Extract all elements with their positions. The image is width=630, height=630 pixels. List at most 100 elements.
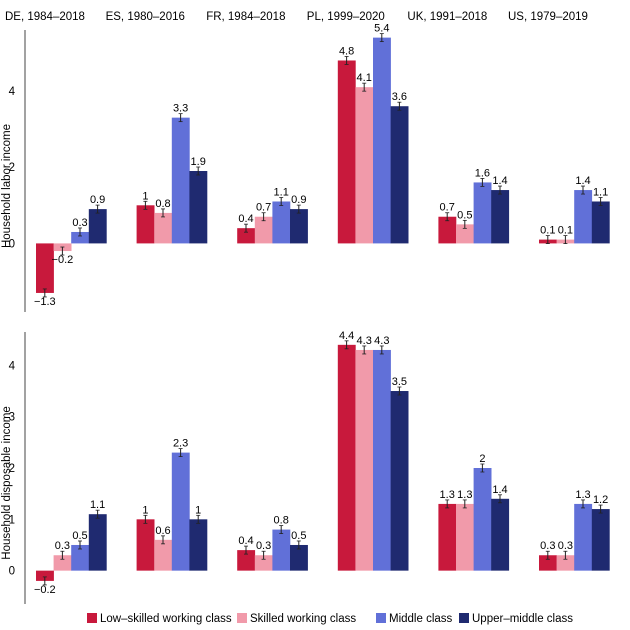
data-label: 1.4 bbox=[492, 175, 507, 187]
data-label: 1.3 bbox=[440, 489, 455, 501]
bar bbox=[355, 349, 374, 571]
panel-titles: DE, 1984–2018 ES, 1980–2016 FR, 1984–2018 P… bbox=[5, 11, 588, 23]
legend: Low–skilled working class Skilled working… bbox=[87, 613, 573, 625]
bar bbox=[337, 60, 356, 244]
legend-label: Skilled working class bbox=[250, 613, 356, 625]
y-tick-label: 1 bbox=[9, 514, 15, 526]
bar bbox=[290, 544, 308, 571]
legend-swatch bbox=[459, 613, 469, 623]
data-label: 4.3 bbox=[374, 335, 389, 347]
data-label: 1.1 bbox=[593, 186, 608, 198]
data-label: 0.4 bbox=[238, 535, 253, 547]
data-label: −0.2 bbox=[34, 584, 56, 596]
data-label: 0.9 bbox=[291, 194, 306, 206]
data-label: 3.6 bbox=[392, 91, 407, 103]
data-label: 0.3 bbox=[558, 540, 573, 552]
legend-item: Upper–middle class bbox=[459, 613, 573, 625]
bar bbox=[373, 349, 391, 571]
bar bbox=[574, 190, 593, 244]
y-tick-label: 4 bbox=[9, 86, 16, 98]
data-label: 0.3 bbox=[72, 217, 87, 229]
bar bbox=[556, 555, 575, 571]
data-label: 1.9 bbox=[191, 156, 206, 168]
data-label: 1.3 bbox=[575, 489, 590, 501]
bar bbox=[272, 529, 291, 571]
data-label: 0.5 bbox=[291, 530, 306, 542]
data-label: 3.3 bbox=[173, 103, 188, 115]
bar bbox=[456, 224, 474, 244]
bar bbox=[136, 519, 155, 571]
legend-item: Middle class bbox=[376, 613, 453, 625]
data-label: 1.4 bbox=[575, 175, 590, 187]
bar bbox=[254, 216, 273, 244]
data-label: 0.3 bbox=[55, 540, 70, 552]
panel-title: DE, 1984–2018 bbox=[5, 11, 85, 23]
bar bbox=[53, 555, 72, 571]
data-label: −0.2 bbox=[52, 254, 74, 266]
panel-title: ES, 1980–2016 bbox=[106, 11, 185, 23]
bar bbox=[272, 201, 291, 244]
data-label: 4.3 bbox=[357, 335, 372, 347]
bar bbox=[539, 555, 557, 571]
data-label: 1.1 bbox=[90, 499, 105, 511]
data-label: 5.4 bbox=[374, 23, 389, 35]
bar bbox=[171, 452, 190, 571]
bar bbox=[438, 503, 457, 571]
legend-swatch bbox=[237, 613, 247, 623]
bar bbox=[254, 555, 273, 571]
data-label: 0.1 bbox=[558, 225, 573, 237]
data-label: 1.2 bbox=[593, 494, 608, 506]
y-tick-label: 0 bbox=[9, 238, 15, 250]
data-label: 0.3 bbox=[256, 540, 271, 552]
legend-swatch bbox=[376, 613, 386, 623]
bar bbox=[171, 117, 190, 244]
y-tick-label: 0 bbox=[9, 566, 15, 578]
bar bbox=[71, 231, 90, 244]
y-tick-label: 2 bbox=[9, 463, 15, 475]
data-label: 1.1 bbox=[274, 186, 289, 198]
data-label: 0.8 bbox=[155, 198, 170, 210]
y-tick-label: 3 bbox=[9, 412, 15, 424]
legend-label: Upper–middle class bbox=[472, 613, 573, 625]
bar bbox=[491, 498, 510, 571]
data-label: 0.5 bbox=[457, 209, 472, 221]
data-label: 2.3 bbox=[173, 438, 188, 450]
legend-label: Middle class bbox=[389, 613, 453, 625]
data-label: 1 bbox=[142, 190, 148, 202]
data-label: 3.5 bbox=[392, 376, 407, 388]
legend-item: Low–skilled working class bbox=[87, 613, 232, 625]
legend-swatch bbox=[87, 613, 97, 623]
bar bbox=[88, 514, 107, 571]
panel-title: US, 1979–2019 bbox=[508, 11, 588, 23]
data-label: 4.8 bbox=[339, 45, 354, 57]
data-label: 0.3 bbox=[540, 540, 555, 552]
bar bbox=[136, 205, 155, 244]
bar bbox=[71, 544, 90, 571]
bar bbox=[438, 216, 457, 244]
data-label: 1.3 bbox=[457, 489, 472, 501]
data-label: 1 bbox=[142, 504, 148, 516]
data-label: 1.6 bbox=[475, 167, 490, 179]
data-label: 0.6 bbox=[155, 525, 170, 537]
data-label: 0.4 bbox=[238, 213, 253, 225]
data-label: 0.7 bbox=[440, 202, 455, 214]
data-label: 0.1 bbox=[540, 225, 555, 237]
bar bbox=[237, 550, 256, 571]
bar bbox=[154, 539, 173, 571]
bar bbox=[390, 391, 409, 571]
data-label: 1.4 bbox=[492, 484, 507, 496]
bar bbox=[36, 243, 54, 293]
bar bbox=[154, 212, 173, 244]
bar bbox=[189, 171, 208, 244]
panel-title: PL, 1999–2020 bbox=[307, 11, 385, 23]
y-tick-label: 2 bbox=[9, 162, 15, 174]
bar bbox=[591, 201, 610, 244]
y-axis-label: Household disposable income bbox=[1, 406, 13, 559]
bar bbox=[290, 209, 308, 244]
bar bbox=[473, 468, 492, 571]
bar bbox=[373, 37, 391, 244]
bar bbox=[237, 228, 256, 244]
